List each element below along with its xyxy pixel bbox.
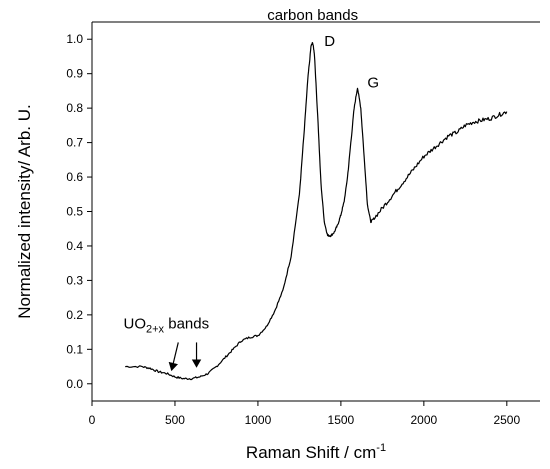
y-tick-label: 0.1 [66,342,83,356]
y-tick-label: 0.2 [66,308,83,322]
y-tick-label: 0.0 [66,377,83,391]
x-axis-ticks: 0 500 1000 1500 2000 2500 [89,401,520,427]
annotation-label: G [367,74,379,91]
x-tick-label: 1500 [328,413,355,427]
y-tick-label: 1.0 [66,32,83,46]
x-tick-label: 2000 [411,413,438,427]
y-axis-title: Normalized intensity/ Arb. U. [15,104,34,318]
x-tick-label: 2500 [493,413,520,427]
annotation-arrows [168,342,202,372]
annotations: carbon bands D G UO2+x bands [124,7,380,336]
annotation-label: carbon bands [267,7,358,24]
y-tick-label: 0.9 [66,67,83,81]
x-tick-label: 1000 [245,413,272,427]
y-tick-label: 0.8 [66,101,83,115]
annotation-label: UO2+x bands [124,316,210,336]
y-tick-label: 0.7 [66,136,83,150]
x-axis-title: Raman Shift / cm-1 [246,442,386,462]
y-tick-label: 0.6 [66,170,83,184]
spectrum-line [125,42,508,381]
x-tick-label: 500 [165,413,185,427]
annotation-arrow [168,342,179,372]
x-tick-label: 0 [89,413,96,427]
y-tick-label: 0.5 [66,205,83,219]
plot-frame [91,21,540,402]
y-axis-ticks: 0.0 0.1 0.2 0.3 0.4 0.5 0.6 0.7 0.8 0.9 1.0 [66,32,92,391]
annotation-label: D [324,33,335,50]
y-tick-label: 0.4 [66,239,83,253]
y-tick-label: 0.3 [66,273,83,287]
